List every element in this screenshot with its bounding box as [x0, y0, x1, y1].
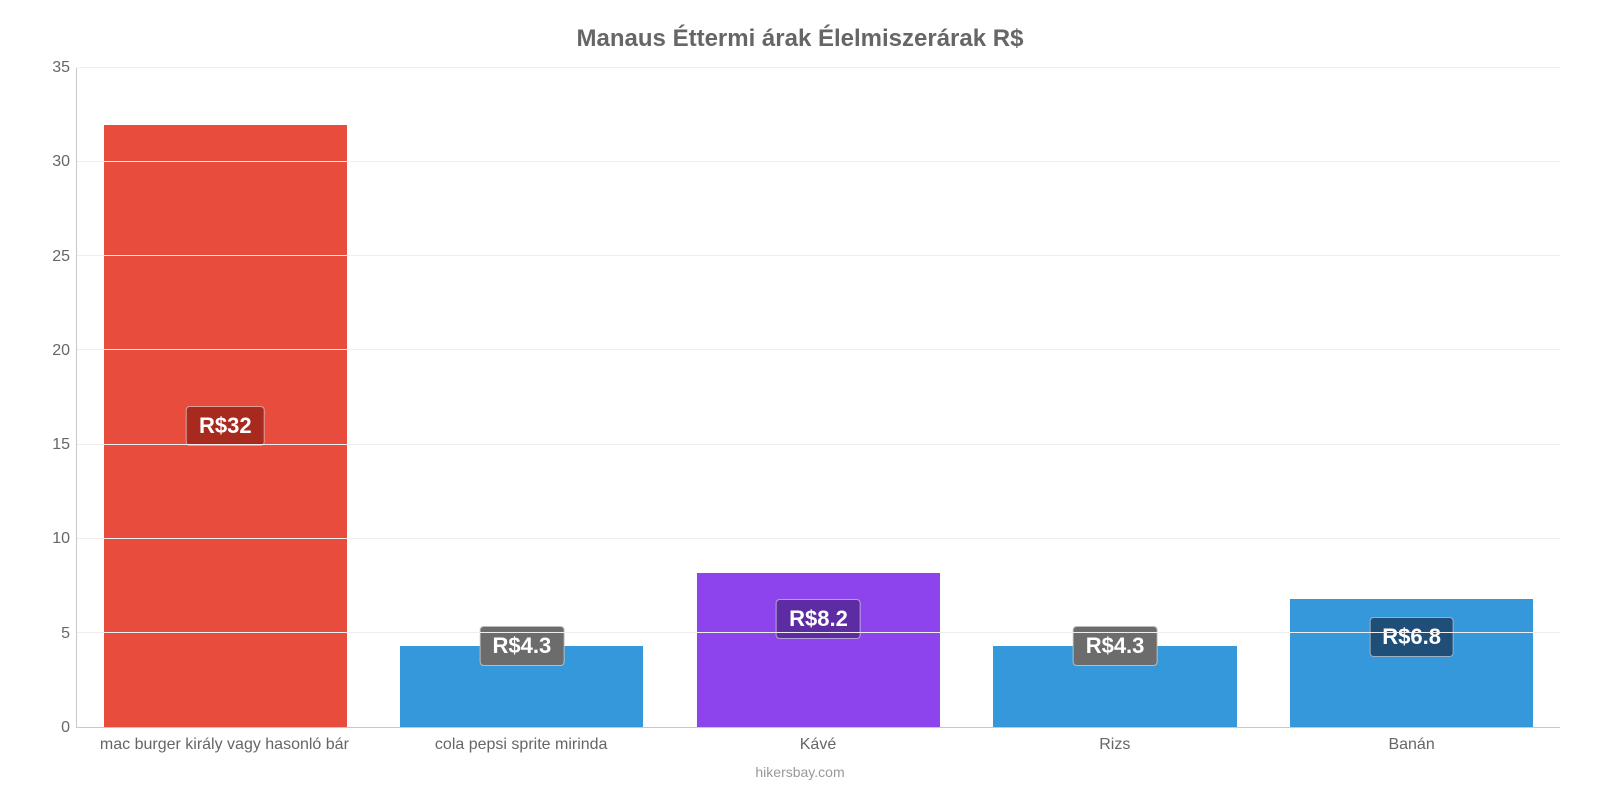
bar-slot: R$4.3 — [374, 68, 671, 727]
grid-line — [77, 538, 1560, 539]
x-tick: Kávé — [670, 728, 967, 754]
grid-line — [77, 67, 1560, 68]
y-tick: 20 — [52, 342, 70, 360]
bar-value-label: R$8.2 — [776, 599, 861, 639]
bar: R$32 — [104, 125, 347, 728]
grid-line — [77, 444, 1560, 445]
x-tick: Rizs — [966, 728, 1263, 754]
y-tick: 30 — [52, 153, 70, 171]
bar-value-label: R$6.8 — [1369, 617, 1454, 657]
bar-value-label: R$32 — [186, 406, 265, 446]
grid-line — [77, 632, 1560, 633]
y-tick: 10 — [52, 530, 70, 548]
bar-slot: R$4.3 — [967, 68, 1264, 727]
bar-slot: R$32 — [77, 68, 374, 727]
bar-slot: R$6.8 — [1263, 68, 1560, 727]
grid-line — [77, 255, 1560, 256]
x-tick: Banán — [1263, 728, 1560, 754]
grid-line — [77, 161, 1560, 162]
chart-credit: hikersbay.com — [40, 754, 1560, 780]
bar: R$6.8 — [1290, 599, 1533, 727]
bar-slot: R$8.2 — [670, 68, 967, 727]
bars-container: R$32 R$4.3 R$8.2 R$4.3 R$6.8 — [77, 68, 1560, 727]
x-tick: cola pepsi sprite mirinda — [373, 728, 670, 754]
plot: R$32 R$4.3 R$8.2 R$4.3 R$6.8 — [76, 68, 1560, 728]
y-axis: 05101520253035 — [40, 68, 76, 728]
x-axis: mac burger király vagy hasonló bárcola p… — [76, 728, 1560, 754]
y-tick: 15 — [52, 436, 70, 454]
y-tick: 5 — [61, 625, 70, 643]
x-tick: mac burger király vagy hasonló bár — [76, 728, 373, 754]
chart-title: Manaus Éttermi árak Élelmiszerárak R$ — [40, 20, 1560, 68]
bar: R$8.2 — [697, 573, 940, 727]
bar: R$4.3 — [400, 646, 643, 727]
bar: R$4.3 — [993, 646, 1236, 727]
grid-line — [77, 349, 1560, 350]
y-tick: 0 — [61, 719, 70, 737]
price-bar-chart: Manaus Éttermi árak Élelmiszerárak R$ 0 5… — [0, 0, 1600, 800]
y-tick: 25 — [52, 248, 70, 266]
plot-area: 05101520253035 R$32R$4.3R$8.2R$4.3R$6.8 — [40, 68, 1560, 728]
y-tick: 35 — [52, 59, 70, 77]
